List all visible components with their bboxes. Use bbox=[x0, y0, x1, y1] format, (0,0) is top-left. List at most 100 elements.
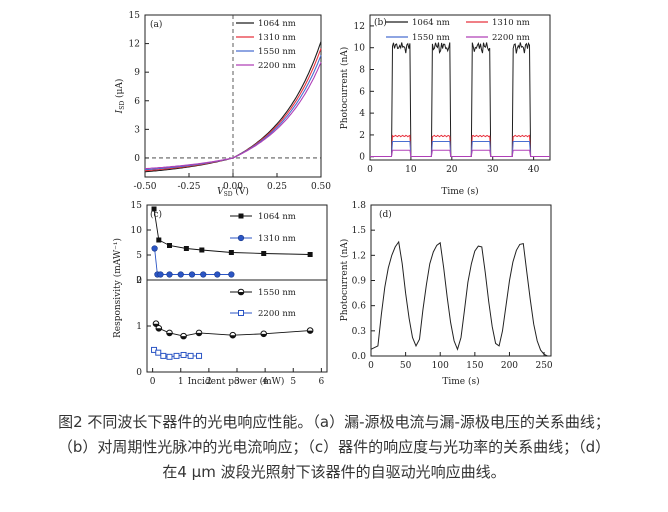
panel-c-point-fill bbox=[166, 332, 173, 336]
panel-a-legend-label: 1064 nm bbox=[258, 19, 296, 29]
panel-a-y-tick-label: 3 bbox=[134, 125, 140, 135]
panel-c-point bbox=[173, 352, 180, 359]
panel-c-point bbox=[307, 252, 313, 257]
panel-a-x-tick-label: 0.25 bbox=[267, 182, 287, 192]
panel-c-y-top-tick-label: 0 bbox=[136, 276, 142, 286]
panel-c-point-fill bbox=[229, 335, 236, 339]
panel-a-y-tick-label: 9 bbox=[134, 68, 140, 78]
panel-a-x-tick-label: 0.00 bbox=[223, 182, 243, 192]
panel-b-legend-label: 2200 nm bbox=[492, 33, 530, 43]
panel-b-y-tick-label: 12 bbox=[354, 22, 365, 32]
panel-c-point bbox=[196, 352, 203, 359]
panel-c-point bbox=[228, 250, 234, 255]
panel-c-point bbox=[261, 251, 267, 256]
panel-d-series bbox=[370, 240, 551, 357]
panel-d-ylabel: Photocurrent (nA) bbox=[339, 239, 350, 322]
panel-a-legend-label: 1550 nm bbox=[258, 47, 296, 57]
panel-c-point bbox=[151, 206, 157, 212]
caption-line-3: 在4 μm 波段光照射下该器件的自驱动光响应曲线。 bbox=[162, 463, 506, 481]
panel-b-y-tick-label: 6 bbox=[359, 87, 365, 97]
panel-b-x-tick-label: 40 bbox=[528, 165, 540, 175]
panel-b-x-tick-label: 0 bbox=[367, 165, 373, 175]
panel-b-series-2200nm bbox=[370, 149, 550, 157]
panel-c-xlabel: Incident power (mW) bbox=[188, 376, 285, 387]
caption-line-2: （b）对周期性光脉冲的光电流响应；（c）器件的响应度与光功率的关系曲线；（d） bbox=[57, 438, 611, 456]
panel-c-point bbox=[157, 271, 164, 278]
panel-b-y-tick-label: 0 bbox=[359, 153, 365, 163]
panel-c-y-bottom-tick-label: 1 bbox=[136, 322, 142, 332]
panel-d-x-tick-label: 250 bbox=[535, 361, 552, 371]
panel-c-point-fill bbox=[156, 328, 162, 332]
panel-c-legend-label: 1550 nm bbox=[258, 288, 296, 298]
panel-a-x-tick-label: -0.50 bbox=[133, 182, 156, 192]
panel-b-x-tick-label: 10 bbox=[405, 165, 417, 175]
panel-c-point bbox=[183, 246, 189, 251]
panel-d-x-tick-label: 100 bbox=[432, 361, 449, 371]
panel-d-y-tick-label: 0.0 bbox=[352, 352, 367, 362]
panel-c-y-top-tick-label: 5 bbox=[136, 251, 142, 261]
panel-c-legend-marker bbox=[238, 310, 244, 316]
panel-d-y-tick-label: 1.8 bbox=[352, 201, 367, 211]
panel-c-legend-marker bbox=[237, 234, 245, 242]
panel-c-point bbox=[160, 352, 167, 359]
panel-c-series-1310nm bbox=[154, 248, 232, 275]
panel-a-ylabel: ISD (μA) bbox=[114, 79, 126, 115]
panel-c-legend-marker-fill bbox=[238, 292, 244, 295]
panel-d-y-tick-label: 1.2 bbox=[352, 251, 366, 261]
panel-c-y-bottom-tick-label: 2 bbox=[136, 276, 142, 286]
panel-b-legend-label: 1310 nm bbox=[492, 18, 530, 28]
panel-b-frame bbox=[369, 14, 551, 161]
panel-b-legend-label: 1064 nm bbox=[412, 18, 450, 28]
panel-c-point-fill bbox=[307, 330, 313, 334]
panel-c-point bbox=[199, 247, 205, 253]
panel-c-point bbox=[187, 352, 194, 359]
panel-c-y-bottom-tick-label: 0 bbox=[136, 368, 142, 378]
panel-c-point-fill bbox=[260, 333, 267, 337]
panel-b-legend-label: 1550 nm bbox=[412, 33, 450, 43]
panel-d-frame bbox=[370, 204, 552, 357]
panel-c-point bbox=[180, 351, 187, 358]
panel-c-point bbox=[200, 271, 207, 278]
panel-c-x-tick-label: 0 bbox=[150, 377, 156, 387]
panel-c-x-tick-label: 2 bbox=[206, 377, 212, 387]
panel-c-legend-marker bbox=[238, 213, 244, 219]
panel-a-x-tick-label: 0.50 bbox=[311, 182, 331, 192]
panel-b-ylabel: Photocurrent (nA) bbox=[339, 47, 350, 130]
panel-c-point-fill bbox=[196, 332, 202, 336]
panel-c-x-tick-label: 5 bbox=[290, 377, 296, 387]
panel-c-point bbox=[156, 237, 162, 243]
panel-a-legend-label: 2200 nm bbox=[258, 61, 296, 71]
panel-b-x-tick-label: 30 bbox=[487, 165, 499, 175]
panel-c-point bbox=[167, 243, 172, 248]
panel-c-point bbox=[151, 245, 158, 252]
panel-d-xlabel: Time (s) bbox=[442, 376, 479, 387]
panel-d-x-tick-label: 50 bbox=[400, 361, 412, 371]
panel-a-y-tick-label: 0 bbox=[134, 154, 140, 164]
panel-b-y-tick-label: 4 bbox=[359, 109, 365, 119]
caption-line-1: 图2 不同波长下器件的光电响应性能。（a）漏-源极电流与漏-源极电压的关系曲线； bbox=[58, 413, 610, 431]
panel-a-xlabel: VSD (V) bbox=[217, 186, 249, 198]
panel-d-y-tick-label: 0.3 bbox=[352, 327, 367, 337]
panel-b-series-1310nm bbox=[370, 134, 550, 157]
panel-b-series-1550nm bbox=[370, 141, 550, 157]
panel-d-y-tick-label: 1.5 bbox=[352, 226, 367, 236]
panel-d-y-tick-label: 0.6 bbox=[352, 302, 367, 312]
panel-d-x-tick-label: 200 bbox=[501, 361, 518, 371]
panel-b-series-1064nm bbox=[370, 41, 550, 157]
panel-c-point bbox=[155, 349, 162, 356]
panel-c-label: (c) bbox=[150, 209, 162, 220]
panel-c-point bbox=[177, 271, 184, 278]
panel-c-x-tick-label: 3 bbox=[234, 377, 240, 387]
panel-b-y-tick-label: 8 bbox=[359, 66, 365, 76]
panel-c-frame bbox=[146, 204, 328, 373]
panel-a-series-2200nm bbox=[144, 61, 322, 170]
panel-a-y-tick-label: 15 bbox=[129, 11, 141, 21]
panel-c-ylabel: Responsivity (mAW⁻¹) bbox=[112, 238, 123, 338]
panel-d-x-tick-label: 0 bbox=[368, 361, 374, 371]
panel-d-y-tick-label: 0.9 bbox=[352, 277, 367, 287]
panel-a-legend-label: 1310 nm bbox=[258, 33, 296, 43]
panel-c-legend-label: 1064 nm bbox=[258, 212, 296, 222]
panel-a-label: (a) bbox=[150, 19, 162, 30]
panel-c-point bbox=[166, 353, 173, 360]
